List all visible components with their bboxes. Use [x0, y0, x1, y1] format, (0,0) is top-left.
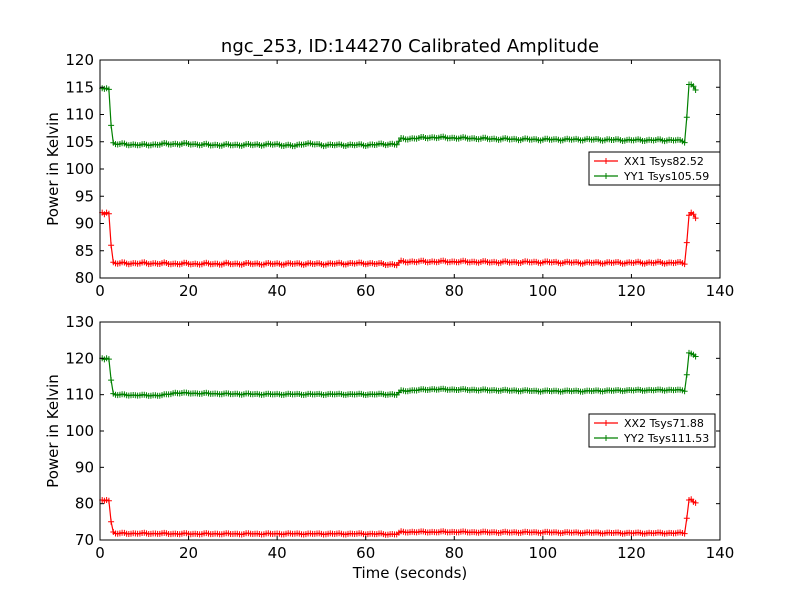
legend: XX1 Tsys82.52 YY1 Tsys105.59 [588, 151, 721, 186]
data-point [105, 210, 112, 217]
x-tick-label: 20 [179, 544, 198, 562]
data-point [108, 518, 115, 525]
legend-marker [603, 173, 609, 179]
legend-label-1: XX1 Tsys82.52 [624, 155, 704, 168]
data-point [108, 122, 115, 129]
y-tick-label: 95 [75, 187, 94, 205]
x-tick-label: 60 [356, 282, 375, 300]
y-tick-label: 100 [65, 160, 94, 178]
x-tick-label: 0 [95, 282, 105, 300]
series-line-2 [101, 352, 696, 397]
data-point [690, 83, 697, 90]
y-tick-label: 85 [75, 242, 94, 260]
series-line-1 [101, 211, 697, 266]
legend-box [588, 413, 716, 448]
x-tick-label: 60 [356, 544, 375, 562]
y-axis-label: Power in Kelvin [44, 374, 62, 488]
x-tick-label: 140 [706, 282, 735, 300]
x-tick-label: 20 [179, 282, 198, 300]
data-point [108, 377, 115, 384]
legend-marker [603, 158, 609, 164]
data-point [683, 114, 690, 121]
series-line-1 [101, 498, 696, 536]
data-point [393, 141, 400, 148]
series-markers-1 [99, 209, 699, 269]
legend-label-2: YY1 Tsys105.59 [623, 170, 709, 183]
x-tick-label: 40 [268, 282, 287, 300]
legend-label-2: YY2 Tsys111.53 [623, 432, 709, 445]
y-tick-label: 90 [75, 215, 94, 233]
series-markers-1 [99, 496, 699, 538]
y-tick-label: 130 [65, 313, 94, 331]
chart-title: ngc_253, ID:144270 Calibrated Amplitude [221, 36, 599, 57]
data-point [683, 515, 690, 522]
x-tick-label: 40 [268, 544, 287, 562]
x-tick-label: 100 [529, 282, 558, 300]
data-point [105, 356, 112, 363]
y-tick-label: 80 [75, 495, 94, 513]
legend: XX2 Tsys71.88 YY2 Tsys111.53 [588, 413, 716, 448]
data-point [681, 530, 688, 537]
data-point [108, 242, 115, 249]
data-point [105, 86, 112, 93]
legend-marker [603, 420, 609, 426]
y-tick-label: 115 [65, 78, 94, 96]
series-markers-2 [99, 81, 699, 150]
data-point [690, 211, 697, 218]
data-point [692, 215, 699, 222]
data-point [692, 353, 699, 360]
data-point [692, 499, 699, 506]
series-markers-2 [99, 349, 699, 399]
x-tick-label: 120 [617, 282, 646, 300]
x-tick-label: 0 [95, 544, 105, 562]
data-point [692, 87, 699, 93]
series-line-2 [102, 83, 697, 147]
x-tick-label: 120 [617, 544, 646, 562]
data-point [395, 138, 402, 145]
x-tick-label: 100 [529, 544, 558, 562]
y-tick-label: 120 [65, 51, 94, 69]
subplot-2: 0 20 40 60 80 100 120 140 70 80 90 100 110 120 130 Powe… [44, 313, 734, 582]
x-tick-label: 80 [445, 282, 464, 300]
y-tick-label: 110 [65, 106, 94, 124]
y-tick-label: 70 [75, 531, 94, 549]
y-tick-label: 120 [65, 349, 94, 367]
legend-box [588, 151, 721, 186]
x-tick-label: 80 [445, 544, 464, 562]
y-tick-label: 90 [75, 458, 94, 476]
data-point [681, 139, 688, 146]
y-tick-label: 100 [65, 422, 94, 440]
subplot-1: 0 20 40 60 80 100 120 140 80 85 90 95 100 105 110 115 12… [44, 51, 734, 300]
x-axis-label: Time (seconds) [352, 564, 468, 582]
data-point [683, 371, 690, 378]
legend-label-1: XX2 Tsys71.88 [624, 417, 704, 430]
legend-marker [603, 435, 609, 441]
y-tick-label: 105 [65, 133, 94, 151]
y-tick-label: 80 [75, 269, 94, 287]
data-point [105, 497, 112, 504]
data-point [681, 388, 688, 395]
x-tick-label: 140 [706, 544, 735, 562]
data-point [681, 261, 688, 268]
y-tick-label: 110 [65, 386, 94, 404]
data-point [683, 239, 690, 246]
y-axis-label: Power in Kelvin [44, 112, 62, 226]
